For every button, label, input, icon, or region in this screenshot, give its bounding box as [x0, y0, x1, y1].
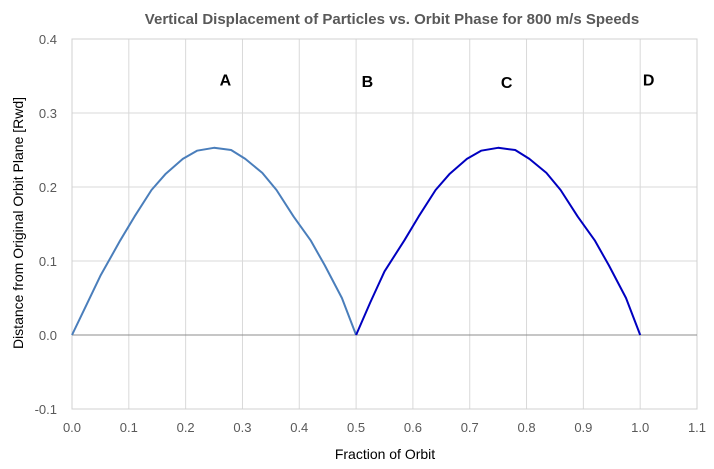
x-tick-label: 0.6 — [404, 420, 422, 435]
y-tick-label: 0.2 — [39, 180, 57, 195]
x-tick-label: 0.8 — [518, 420, 536, 435]
y-tick-label: 0.0 — [39, 328, 57, 343]
annotation-d: D — [643, 73, 655, 90]
y-axis-label: Distance from Original Orbit Plane [Rwd] — [10, 97, 26, 349]
y-tick-label: 0.4 — [39, 32, 57, 47]
series-line-2 — [355, 146, 642, 336]
point-annotations: A B C D — [220, 73, 655, 92]
y-tick-label: 0.3 — [39, 106, 57, 121]
x-tick-label: 0.9 — [574, 420, 592, 435]
x-tick-label: 0.4 — [290, 420, 308, 435]
series-group — [71, 146, 642, 336]
x-tick-label: 0.0 — [63, 420, 81, 435]
annotation-b: B — [362, 74, 374, 91]
x-tick-label: 0.3 — [233, 420, 251, 435]
x-tick-label: 0.5 — [347, 420, 365, 435]
annotation-c: C — [501, 75, 513, 92]
x-tick-label: 0.1 — [120, 420, 138, 435]
y-tick-labels: 0.4 0.3 0.2 0.1 0.0 -0.1 — [35, 32, 57, 417]
plot-area — [71, 38, 698, 410]
x-axis-label: Fraction of Orbit — [335, 446, 435, 462]
series-line-1 — [71, 146, 358, 336]
gridlines — [71, 38, 698, 410]
chart-title: Vertical Displacement of Particles vs. O… — [145, 11, 639, 28]
x-tick-label: 0.7 — [461, 420, 479, 435]
x-tick-label: 0.2 — [177, 420, 195, 435]
x-tick-label: 1.1 — [688, 420, 706, 435]
y-tick-label: 0.1 — [39, 254, 57, 269]
y-tick-label: -0.1 — [35, 402, 57, 417]
x-tick-labels: 0.0 0.1 0.2 0.3 0.4 0.5 0.6 0.7 0.8 0.9 1.0 1.1 — [63, 420, 706, 435]
x-tick-label: 1.0 — [631, 420, 649, 435]
annotation-a: A — [220, 73, 232, 90]
